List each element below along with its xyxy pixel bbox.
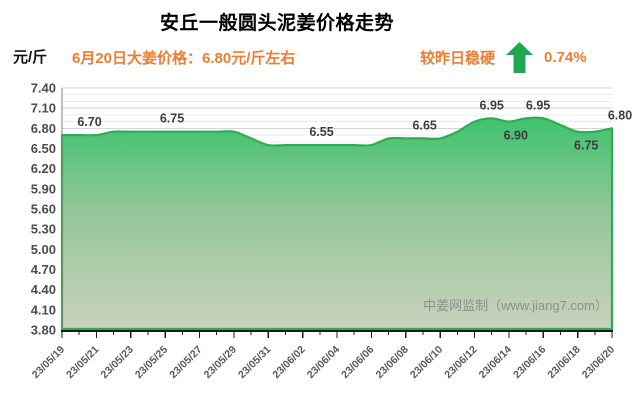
svg-text:5.30: 5.30 (31, 222, 56, 237)
svg-text:23/06/06: 23/06/06 (339, 344, 376, 381)
svg-text:23/05/21: 23/05/21 (64, 344, 101, 381)
svg-text:23/06/12: 23/06/12 (442, 344, 479, 381)
page-title: 安丘一般圆头泥姜价格走势 (160, 13, 395, 34)
svg-text:6.80: 6.80 (608, 108, 632, 122)
svg-text:7.40: 7.40 (31, 81, 56, 96)
svg-text:6.80: 6.80 (31, 121, 56, 136)
y-axis-unit-label: 元/斤 (13, 49, 48, 66)
svg-text:6.75: 6.75 (574, 139, 598, 153)
svg-text:6.70: 6.70 (77, 115, 101, 129)
svg-text:23/06/08: 23/06/08 (374, 344, 411, 381)
svg-text:4.40: 4.40 (31, 282, 56, 297)
trend-indicator: 较昨日稳硬 0.74% (420, 41, 587, 74)
svg-text:23/06/14: 23/06/14 (477, 344, 514, 381)
svg-text:6.50: 6.50 (31, 141, 56, 156)
svg-text:3.80: 3.80 (31, 323, 56, 338)
svg-text:5.60: 5.60 (31, 202, 56, 217)
svg-text:23/05/23: 23/05/23 (99, 344, 136, 381)
svg-text:5.00: 5.00 (31, 242, 56, 257)
svg-text:23/06/02: 23/06/02 (270, 344, 307, 381)
svg-text:6.90: 6.90 (504, 129, 528, 143)
trend-percent: 0.74% (544, 49, 587, 66)
svg-text:6.20: 6.20 (31, 161, 56, 176)
area-series (60, 116, 614, 331)
svg-text:23/06/04: 23/06/04 (305, 344, 342, 381)
svg-text:6.95: 6.95 (526, 98, 550, 112)
axes (61, 88, 613, 338)
svg-text:23/05/27: 23/05/27 (167, 344, 204, 381)
price-note: 6月20日大姜价格：6.80元/斤左右 (72, 50, 296, 67)
watermark-text: 中姜网监制（www.jiang7.com） (423, 298, 608, 313)
up-arrow-icon (506, 42, 534, 73)
svg-text:23/06/10: 23/06/10 (408, 344, 445, 381)
svg-text:23/05/29: 23/05/29 (202, 344, 239, 381)
trend-label: 较昨日稳硬 (420, 50, 496, 67)
svg-text:6.95: 6.95 (480, 98, 504, 112)
svg-text:23/06/16: 23/06/16 (511, 344, 548, 381)
svg-text:5.90: 5.90 (31, 181, 56, 196)
point-value-labels: 6.70 6.75 6.55 6.65 6.95 6.90 6.95 6.75 6.80 (77, 98, 632, 152)
svg-text:23/05/19: 23/05/19 (30, 344, 67, 381)
svg-text:23/06/20: 23/06/20 (580, 344, 617, 381)
svg-text:23/05/31: 23/05/31 (236, 344, 273, 381)
svg-text:23/06/18: 23/06/18 (545, 344, 582, 381)
svg-text:6.75: 6.75 (160, 112, 184, 126)
svg-text:6.55: 6.55 (309, 125, 333, 139)
watermark: 中姜网监制（www.jiang7.com） (423, 298, 608, 313)
svg-text:4.10: 4.10 (31, 302, 56, 317)
svg-text:7.10: 7.10 (31, 101, 56, 116)
x-axis-tick-labels: 23/05/1923/05/2123/05/2323/05/2523/05/27… (30, 344, 617, 381)
svg-text:4.70: 4.70 (31, 262, 56, 277)
svg-text:23/05/25: 23/05/25 (133, 344, 170, 381)
svg-text:6.65: 6.65 (413, 118, 437, 132)
y-axis-tick-labels: 7.40 7.10 6.80 6.50 6.20 5.90 5.60 5.30 5.00 4.70… (31, 81, 56, 338)
